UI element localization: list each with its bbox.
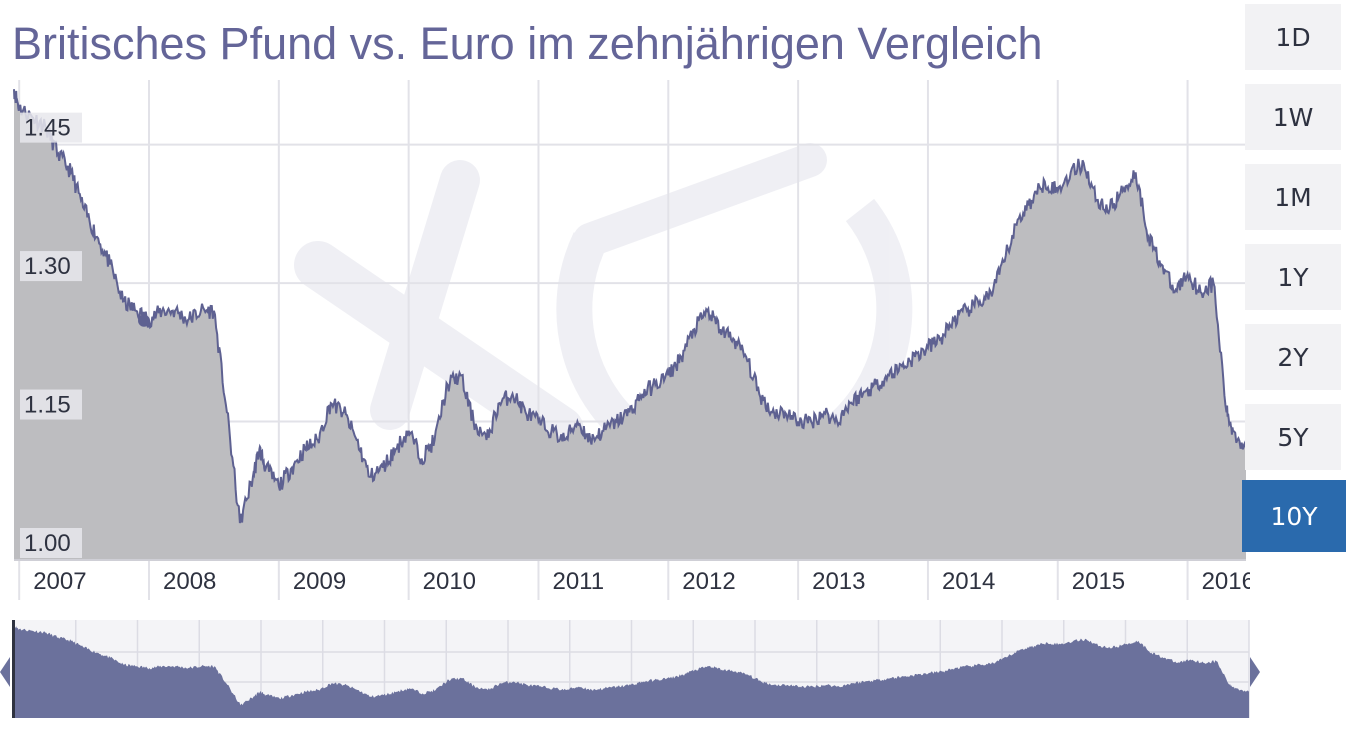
range-button-10y[interactable]: 10Y (1242, 480, 1346, 552)
navigator-right-handle[interactable] (1250, 657, 1260, 687)
x-axis-ticks: 2007 2008 2009 2010 2011 2012 2013 2014 2015 2016 (24, 564, 1250, 600)
range-button-1w[interactable]: 1W (1245, 84, 1341, 150)
x-tick-label-bg (543, 564, 652, 600)
x-tick-label: 2014 (942, 568, 995, 595)
gbp-eur-area (14, 89, 1246, 560)
range-button-2y[interactable]: 2Y (1245, 324, 1341, 390)
x-tick-label-bg (413, 564, 522, 600)
range-button-1y[interactable]: 1Y (1245, 244, 1341, 310)
navigator-area (14, 625, 1249, 718)
x-tick-label: 2012 (682, 568, 735, 595)
x-tick-label: 2009 (293, 568, 346, 595)
y-tick-label-bg (20, 112, 82, 143)
chart-title: Britisches Pfund vs. Euro im zehnjährige… (12, 18, 1043, 69)
x-tick-label-bg (673, 564, 782, 600)
y-tick-label: 1.30 (24, 253, 71, 280)
navigator-left-edge (12, 620, 15, 718)
x-tick-label: 2011 (552, 568, 604, 595)
y-tick-label: 1.15 (24, 392, 71, 419)
x-tick-label: 2008 (163, 568, 216, 595)
x-tick-label-bg (1062, 564, 1171, 600)
gbp-eur-line (13, 89, 1247, 524)
navigator-left-handle[interactable] (0, 657, 10, 687)
x-tick-label-bg (803, 564, 912, 600)
range-button-5y[interactable]: 5Y (1245, 404, 1341, 470)
x-tick-label-bg (932, 564, 1041, 600)
y-axis-ticks: 1.00 1.15 1.30 1.45 (20, 112, 82, 558)
x-tick-label: 2015 (1072, 568, 1125, 595)
range-button-1m[interactable]: 1M (1245, 164, 1341, 230)
x-tick-label: 2013 (812, 568, 865, 595)
y-tick-label: 1.00 (24, 530, 71, 557)
x-tick-label-bg (283, 564, 392, 600)
x-tick-label: 2010 (423, 568, 476, 595)
y-tick-label: 1.45 (24, 115, 71, 142)
x-tick-label-bg (1192, 564, 1250, 600)
y-tick-label-bg (20, 389, 82, 420)
hover-marker (138, 314, 151, 327)
x-tick-label: 2016 (1202, 568, 1250, 595)
x-tick-label-bg (154, 564, 263, 600)
range-button-1d[interactable]: 1D (1245, 4, 1341, 70)
x-tick-label-bg (24, 564, 133, 600)
y-tick-label-bg (20, 251, 82, 282)
navigator-chart[interactable] (0, 612, 1262, 722)
y-tick-label-bg (20, 528, 82, 558)
main-chart[interactable]: 1.00 1.15 1.30 1.45 2007 2008 2009 2010 2011 201… (0, 80, 1250, 606)
x-tick-label: 2007 (33, 568, 86, 595)
